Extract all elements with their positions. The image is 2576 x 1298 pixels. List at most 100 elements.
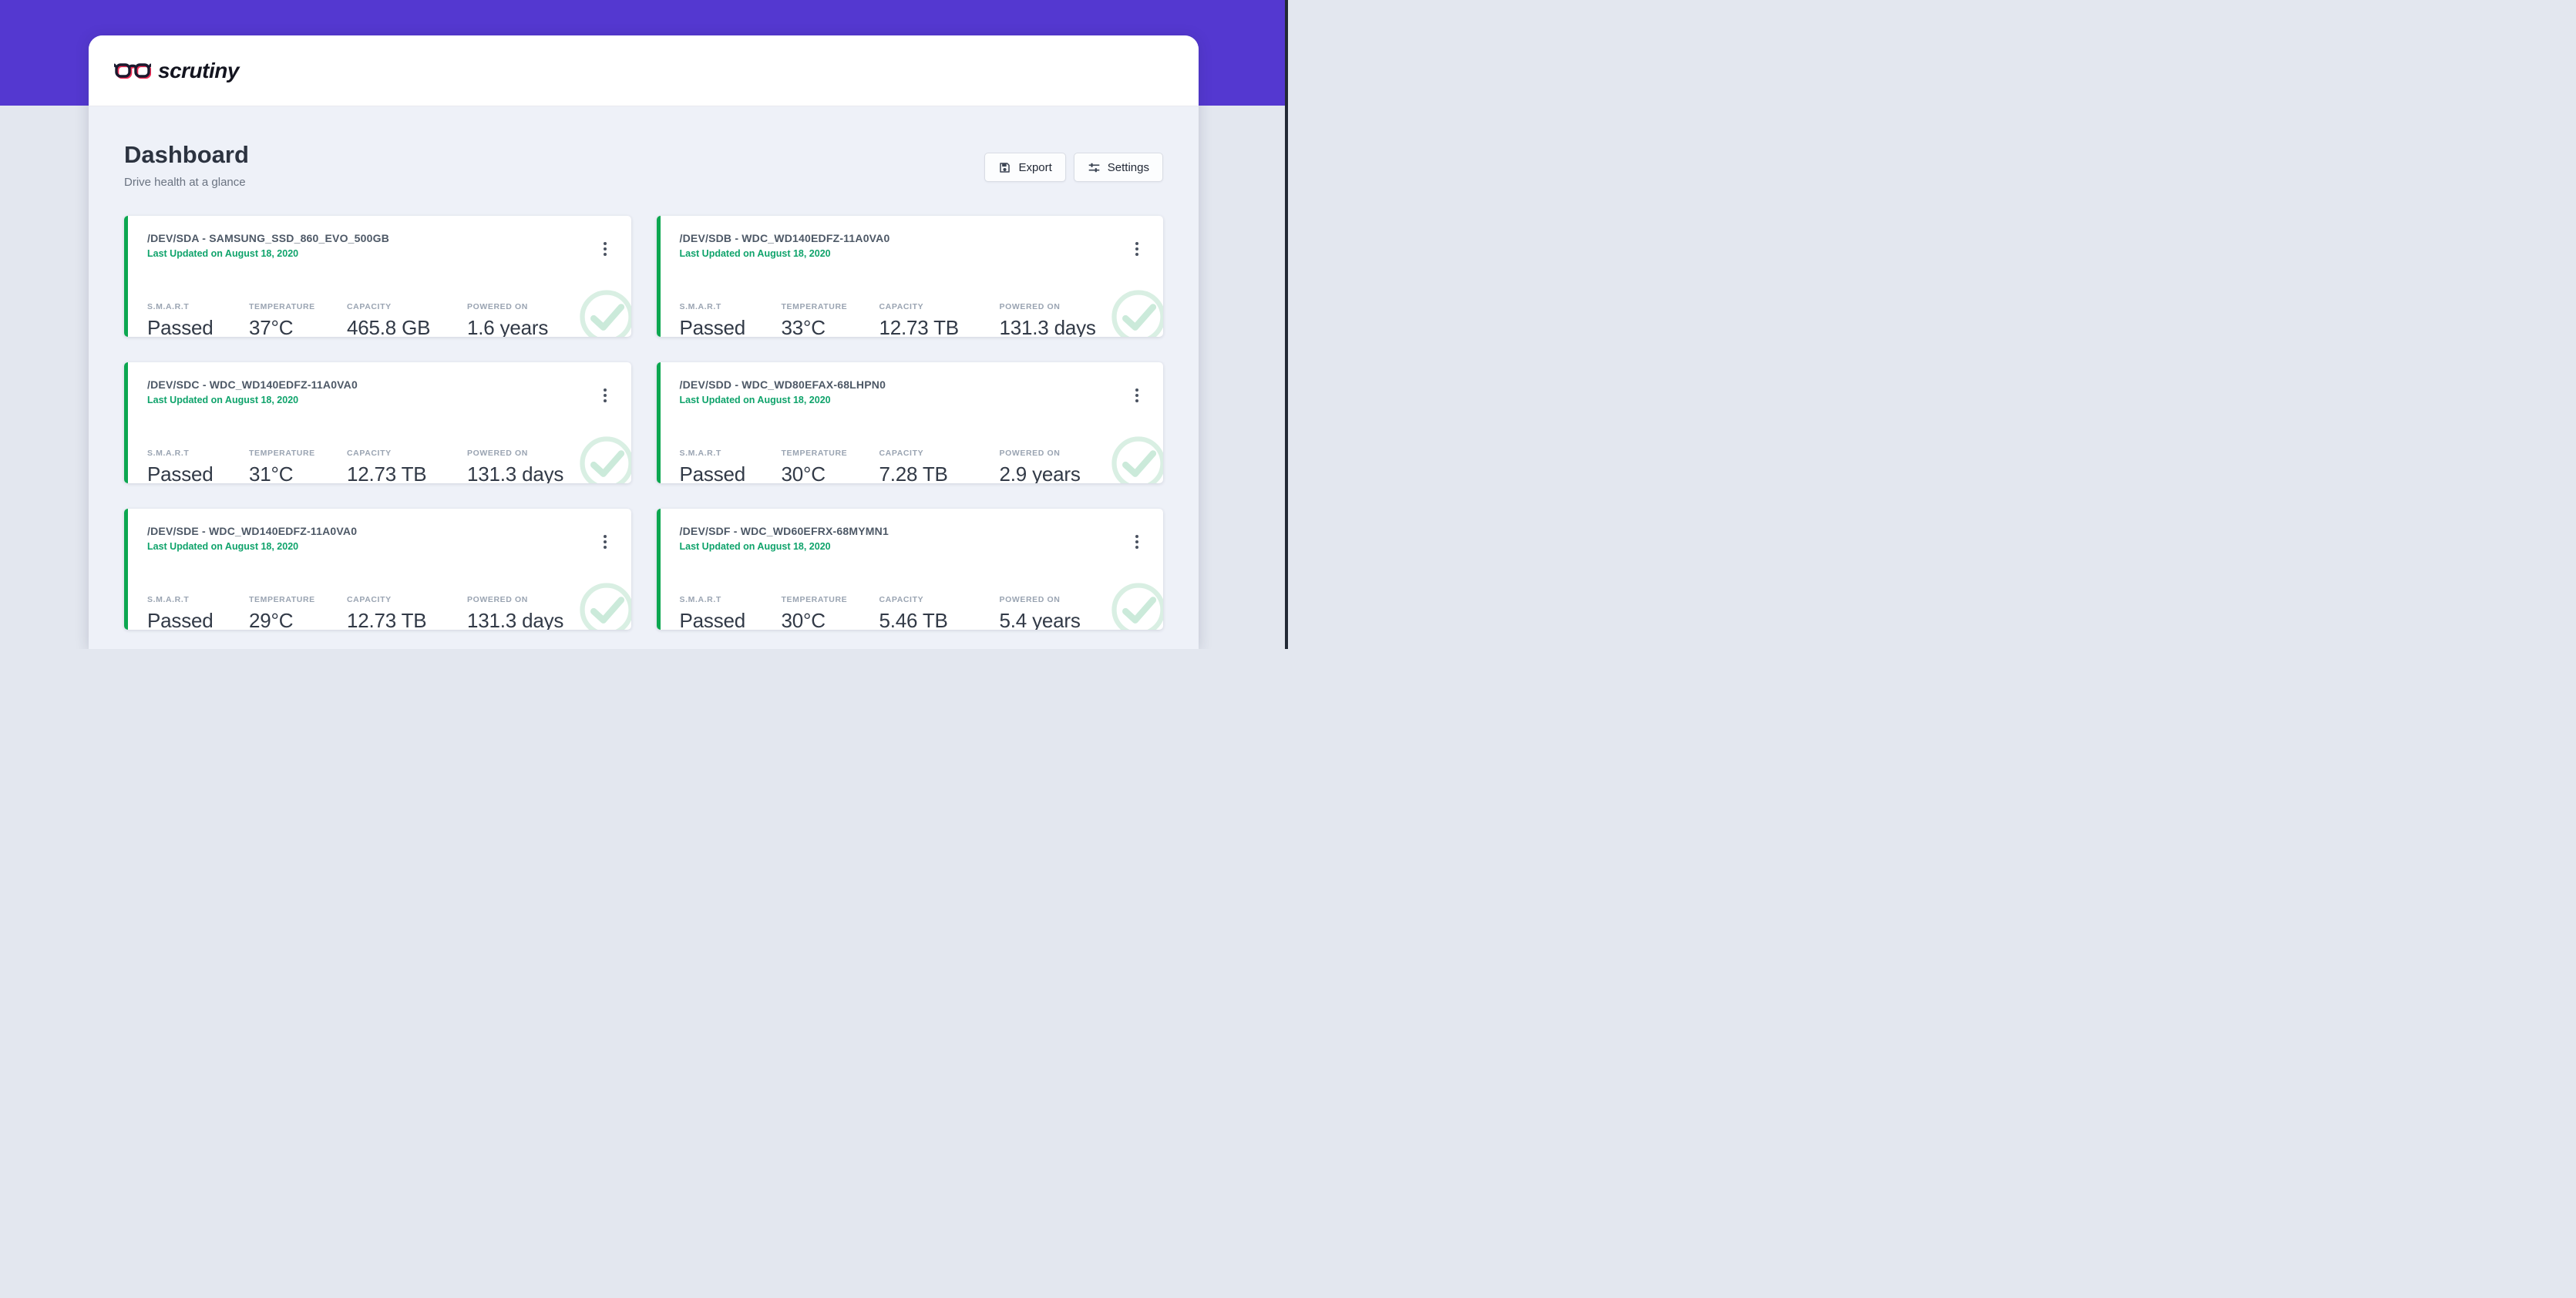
smart-label: S.M.A.R.T	[679, 449, 721, 458]
temperature-label: TEMPERATURE	[249, 449, 315, 458]
powered-on-label: POWERED ON	[999, 595, 1061, 604]
status-check-icon	[1111, 436, 1163, 483]
app-logo-bar: scrutiny	[89, 35, 1199, 106]
powered-on-label: POWERED ON	[999, 302, 1061, 311]
temperature-label: TEMPERATURE	[781, 595, 848, 604]
temperature-value: 37°C	[249, 316, 294, 337]
drive-last-updated: Last Updated on August 18, 2020	[679, 395, 831, 405]
export-button[interactable]: Export	[984, 153, 1066, 182]
temperature-label: TEMPERATURE	[781, 449, 848, 458]
sliders-icon	[1088, 161, 1101, 174]
capacity-label: CAPACITY	[879, 595, 924, 604]
drive-device-title: /DEV/SDA - SAMSUNG_SSD_860_EVO_500GB	[147, 232, 390, 244]
brand-name: scrutiny	[158, 58, 239, 82]
drive-last-updated: Last Updated on August 18, 2020	[679, 541, 831, 552]
page-subtitle: Drive health at a glance	[124, 176, 246, 189]
temperature-value: 33°C	[781, 316, 826, 337]
drive-menu-button[interactable]	[1132, 385, 1142, 405]
drive-menu-button[interactable]	[600, 385, 610, 405]
drive-last-updated: Last Updated on August 18, 2020	[679, 248, 831, 259]
smart-label: S.M.A.R.T	[147, 595, 190, 604]
status-check-icon	[1111, 290, 1163, 337]
export-label: Export	[1018, 160, 1052, 174]
drive-cards-grid: /DEV/SDA - SAMSUNG_SSD_860_EVO_500GB Las…	[124, 216, 1163, 630]
drive-menu-button[interactable]	[600, 532, 610, 552]
drive-card-sdf[interactable]: /DEV/SDF - WDC_WD60EFRX-68MYMN1 Last Upd…	[656, 509, 1163, 630]
main-panel: scrutiny Dashboard Drive health at a gla…	[89, 35, 1199, 649]
smart-label: S.M.A.R.T	[679, 595, 721, 604]
smart-value: Passed	[679, 462, 746, 483]
settings-button[interactable]: Settings	[1073, 153, 1163, 182]
powered-on-value: 131.3 days	[467, 609, 564, 630]
temperature-value: 30°C	[781, 609, 826, 630]
smart-label: S.M.A.R.T	[679, 302, 721, 311]
toolbar: Export Settings	[984, 153, 1163, 182]
page-heading: Dashboard Drive health at a glance	[124, 140, 249, 190]
status-check-icon	[1111, 583, 1163, 630]
drive-card-sde[interactable]: /DEV/SDE - WDC_WD140EDFZ-11A0VA0 Last Up…	[124, 509, 631, 630]
drive-status-stripe	[124, 216, 128, 337]
drive-card-sdb[interactable]: /DEV/SDB - WDC_WD140EDFZ-11A0VA0 Last Up…	[656, 216, 1163, 337]
smart-value: Passed	[147, 316, 214, 337]
status-check-icon	[579, 583, 631, 630]
window-right-edge	[1285, 0, 1288, 649]
capacity-value: 7.28 TB	[879, 462, 948, 483]
powered-on-value: 2.9 years	[999, 462, 1081, 483]
drive-menu-button[interactable]	[1132, 532, 1142, 552]
temperature-value: 29°C	[249, 609, 294, 630]
smart-label: S.M.A.R.T	[147, 449, 190, 458]
glasses-icon	[114, 59, 151, 82]
drive-status-stripe	[124, 362, 128, 483]
drive-device-title: /DEV/SDD - WDC_WD80EFAX-68LHPN0	[679, 378, 886, 391]
drive-device-title: /DEV/SDE - WDC_WD140EDFZ-11A0VA0	[147, 525, 358, 537]
app-window: scrutiny Dashboard Drive health at a gla…	[0, 0, 1288, 649]
temperature-value: 30°C	[781, 462, 826, 483]
capacity-label: CAPACITY	[347, 302, 392, 311]
capacity-value: 12.73 TB	[879, 316, 960, 337]
temperature-label: TEMPERATURE	[781, 302, 848, 311]
drive-menu-button[interactable]	[600, 239, 610, 259]
smart-value: Passed	[147, 462, 214, 483]
drive-device-title: /DEV/SDB - WDC_WD140EDFZ-11A0VA0	[679, 232, 890, 244]
dashboard-content: Dashboard Drive health at a glance Expor…	[89, 106, 1199, 630]
drive-card-sda[interactable]: /DEV/SDA - SAMSUNG_SSD_860_EVO_500GB Las…	[124, 216, 631, 337]
powered-on-label: POWERED ON	[467, 595, 528, 604]
drive-last-updated: Last Updated on August 18, 2020	[147, 395, 299, 405]
powered-on-value: 131.3 days	[467, 462, 564, 483]
drive-card-sdc[interactable]: /DEV/SDC - WDC_WD140EDFZ-11A0VA0 Last Up…	[124, 362, 631, 483]
powered-on-value: 131.3 days	[999, 316, 1096, 337]
smart-value: Passed	[147, 609, 214, 630]
drive-card-sdd[interactable]: /DEV/SDD - WDC_WD80EFAX-68LHPN0 Last Upd…	[656, 362, 1163, 483]
smart-value: Passed	[679, 316, 746, 337]
capacity-label: CAPACITY	[347, 449, 392, 458]
capacity-value: 12.73 TB	[347, 609, 427, 630]
powered-on-value: 5.4 years	[999, 609, 1081, 630]
drive-last-updated: Last Updated on August 18, 2020	[147, 248, 299, 259]
scrutiny-logo[interactable]: scrutiny	[114, 59, 239, 83]
smart-label: S.M.A.R.T	[147, 302, 190, 311]
powered-on-value: 1.6 years	[467, 316, 549, 337]
drive-status-stripe	[124, 509, 128, 630]
capacity-value: 12.73 TB	[347, 462, 427, 483]
temperature-label: TEMPERATURE	[249, 302, 315, 311]
smart-value: Passed	[679, 609, 746, 630]
powered-on-label: POWERED ON	[467, 449, 528, 458]
drive-device-title: /DEV/SDC - WDC_WD140EDFZ-11A0VA0	[147, 378, 358, 391]
capacity-label: CAPACITY	[879, 449, 924, 458]
capacity-value: 465.8 GB	[347, 316, 431, 337]
drive-status-stripe	[656, 509, 661, 630]
status-check-icon	[579, 290, 631, 337]
page-title: Dashboard	[124, 141, 249, 168]
drive-device-title: /DEV/SDF - WDC_WD60EFRX-68MYMN1	[679, 525, 889, 537]
drive-status-stripe	[656, 216, 661, 337]
save-icon	[998, 161, 1011, 174]
drive-menu-button[interactable]	[1132, 239, 1142, 259]
temperature-label: TEMPERATURE	[249, 595, 315, 604]
status-check-icon	[579, 436, 631, 483]
settings-label: Settings	[1107, 160, 1149, 174]
drive-last-updated: Last Updated on August 18, 2020	[147, 541, 299, 552]
temperature-value: 31°C	[249, 462, 294, 483]
powered-on-label: POWERED ON	[999, 449, 1061, 458]
capacity-label: CAPACITY	[347, 595, 392, 604]
capacity-value: 5.46 TB	[879, 609, 948, 630]
